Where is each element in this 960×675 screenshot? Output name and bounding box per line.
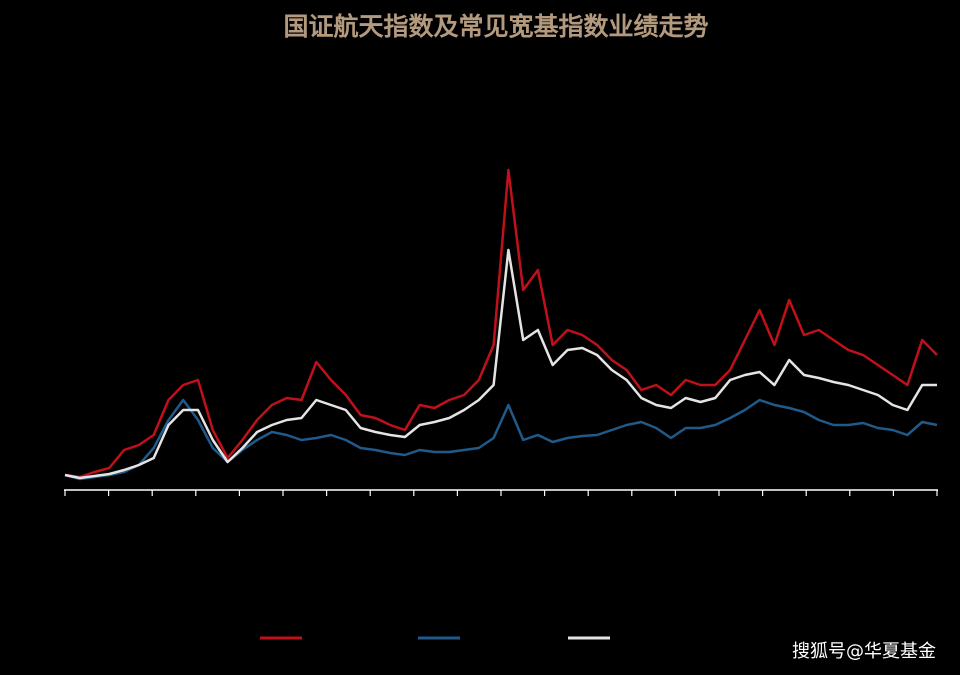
chart-title: 国证航天指数及常见宽基指数业绩走势 (283, 12, 708, 41)
series-line (64, 248, 937, 480)
watermark: 搜狐号@华夏基金 (792, 641, 936, 662)
series-line (64, 398, 938, 481)
series-line (64, 168, 938, 479)
